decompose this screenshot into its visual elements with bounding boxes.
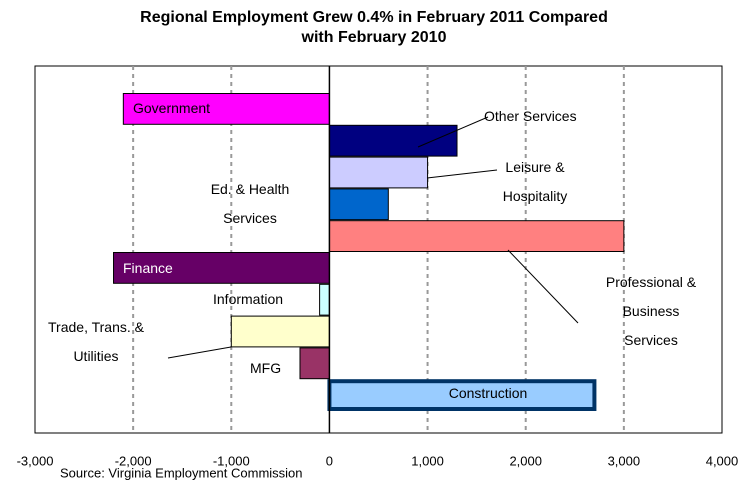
category-label: Professional & Business Services [605,274,697,348]
source: Source: Virginia Employment Commission [60,465,303,480]
bar [113,252,330,284]
category-label: Other Services [484,108,577,124]
x-tick-label: 0 [326,453,333,468]
leader-line [167,346,232,359]
chart-title: Regional Employment Grew 0.4% in Februar… [140,9,608,46]
category-label: MFG [250,360,282,376]
bar [327,379,597,412]
x-tick-label: -2,000 [115,453,152,468]
category-label: Leisure & Hospitality [502,159,568,204]
bar [328,188,389,221]
bar [122,93,330,125]
bar [328,220,625,252]
bar [230,315,330,348]
plot-frame [34,65,723,434]
x-tick-label: 1,000 [411,453,444,468]
x-tick-label: 4,000 [706,453,739,468]
bar [299,347,330,380]
x-tick-label: -1,000 [213,453,250,468]
bar [328,156,429,189]
category-label: Construction [448,385,528,401]
x-tick-label: 3,000 [608,453,641,468]
category-label: Finance [123,260,173,276]
category-label: Ed. & Health Services [210,181,290,226]
leader-lines [167,116,579,359]
leader-line [426,169,498,179]
bar [328,124,458,157]
category-label: Information [213,291,284,307]
x-tick-label: 2,000 [509,453,542,468]
leader-line [417,116,489,148]
x-tick-label: -3,000 [17,453,54,468]
leader-line [507,249,579,324]
category-label: Trade, Trans. & Utilities [48,319,144,364]
category-label: Government [133,100,211,116]
